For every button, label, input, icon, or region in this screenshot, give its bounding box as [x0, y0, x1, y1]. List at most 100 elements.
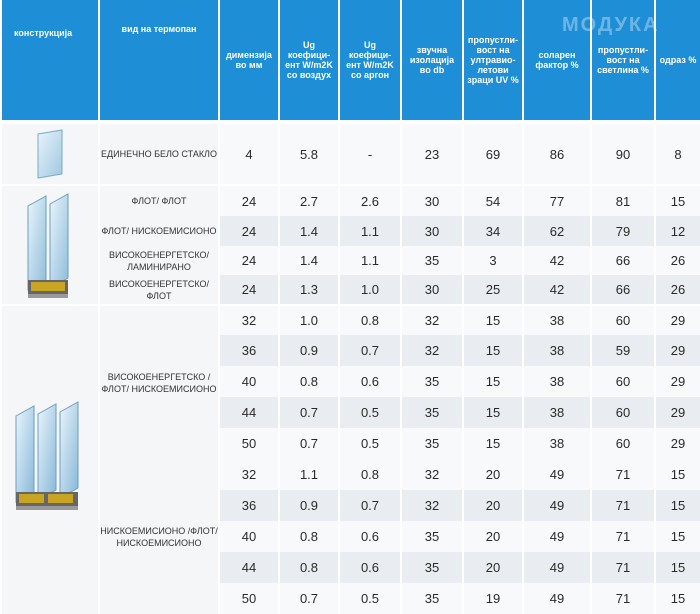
value-cell: 24	[220, 216, 278, 246]
value-cell: 1.0	[340, 275, 400, 304]
value-cell: 71	[592, 552, 654, 583]
value-cell: 59	[592, 335, 654, 366]
value-cell: 20	[464, 459, 522, 490]
value-cell: 77	[524, 184, 590, 216]
value-cell: 0.8	[280, 366, 338, 397]
value-cell: 62	[524, 216, 590, 246]
value-cell: 0.7	[340, 335, 400, 366]
header-uv-transmission: пропустли- вост на ултравио- летови зрац…	[464, 0, 522, 122]
value-cell: 35	[402, 428, 462, 459]
value-cell: 32	[402, 490, 462, 521]
table-row: 50 0.7 0.5 35 15 38 60 29	[2, 428, 700, 459]
table-header-row: конструкција вид на термопан димензија в…	[2, 0, 700, 122]
value-cell: 32	[220, 459, 278, 490]
value-cell: 26	[656, 275, 700, 304]
value-cell: 35	[402, 583, 462, 614]
value-cell: 49	[524, 583, 590, 614]
value-cell: 15	[464, 304, 522, 335]
glazing-type-cell: ВИСОКОЕНЕРГЕТСКО/ ЛАМИНИРАНО	[100, 246, 218, 275]
table-row: 36 0.9 0.7 32 15 38 59 29	[2, 335, 700, 366]
value-cell: 29	[656, 335, 700, 366]
value-cell: 15	[656, 521, 700, 552]
value-cell: 15	[464, 335, 522, 366]
value-cell: 60	[592, 304, 654, 335]
value-cell: 32	[402, 304, 462, 335]
value-cell: 15	[656, 184, 700, 216]
value-cell: 15	[464, 428, 522, 459]
value-cell: 38	[524, 304, 590, 335]
table-row: 40 0.8 0.6 35 20 49 71 15	[2, 521, 700, 552]
value-cell: 30	[402, 275, 462, 304]
value-cell: 15	[656, 459, 700, 490]
value-cell: 1.3	[280, 275, 338, 304]
value-cell: 0.7	[280, 428, 338, 459]
value-cell: 0.5	[340, 428, 400, 459]
value-cell: 40	[220, 366, 278, 397]
value-cell: 1.1	[340, 246, 400, 275]
value-cell: 19	[464, 583, 522, 614]
value-cell: 71	[592, 521, 654, 552]
value-cell: 35	[402, 521, 462, 552]
value-cell: 1.1	[340, 216, 400, 246]
value-cell: 0.5	[340, 397, 400, 428]
value-cell: 36	[220, 490, 278, 521]
value-cell: 2.6	[340, 184, 400, 216]
value-cell: 40	[220, 521, 278, 552]
value-cell: 0.8	[280, 521, 338, 552]
table-row: ВИСОКОЕНЕРГЕТСКО/ ФЛОТ 24 1.3 1.0 30 25 42 66 26	[2, 275, 700, 304]
value-cell: 66	[592, 275, 654, 304]
glazing-type-cell: ВИСОКОЕНЕРГЕТСКО /ФЛОТ/ НИСКОЕМИСИОНО	[100, 304, 218, 459]
value-cell: 15	[656, 490, 700, 521]
glazing-type-cell: ФЛОТ/ НИСКОЕМИСИОНО	[100, 216, 218, 246]
glazing-type-cell: ВИСОКОЕНЕРГЕТСКО/ ФЛОТ	[100, 275, 218, 304]
value-cell: 50	[220, 428, 278, 459]
value-cell: 44	[220, 397, 278, 428]
value-cell: 79	[592, 216, 654, 246]
value-cell: 20	[464, 521, 522, 552]
value-cell: 8	[656, 122, 700, 184]
header-construction: конструкција	[2, 0, 98, 122]
value-cell: 71	[592, 583, 654, 614]
value-cell: 5.8	[280, 122, 338, 184]
value-cell: 15	[656, 583, 700, 614]
value-cell: 42	[524, 275, 590, 304]
value-cell: 4	[220, 122, 278, 184]
value-cell: 36	[220, 335, 278, 366]
header-sound-insulation: звучна изолација во db	[402, 0, 462, 122]
construction-image-cell	[2, 184, 98, 304]
value-cell: 26	[656, 246, 700, 275]
value-cell: 0.7	[280, 583, 338, 614]
value-cell: 42	[524, 246, 590, 275]
table-row: 40 0.8 0.6 35 15 38 60 29	[2, 366, 700, 397]
value-cell: 24	[220, 184, 278, 216]
value-cell: 0.8	[280, 552, 338, 583]
table-row: ФЛОТ/ ФЛОТ 24 2.7 2.6 30 54 77 81 15	[2, 184, 700, 304]
value-cell: 29	[656, 428, 700, 459]
value-cell: 15	[464, 366, 522, 397]
value-cell: 15	[464, 397, 522, 428]
double-glazing-icon	[27, 193, 69, 298]
value-cell: 23	[402, 122, 462, 184]
watermark: МОДУКА	[562, 14, 660, 36]
value-cell: 90	[592, 122, 654, 184]
table-row: ВИСОКОЕНЕРГЕТСКО/ ЛАМИНИРАНО 24 1.4 1.1 35 3 4…	[2, 246, 700, 275]
value-cell: 0.9	[280, 335, 338, 366]
single-glass-pane-icon	[37, 129, 63, 179]
table-row: ФЛОТ/ НИСКОЕМИСИОНО 24 1.4 1.1 30 34 62 79 12	[2, 216, 700, 246]
value-cell: 60	[592, 366, 654, 397]
header-light-transmission: пропустли- вост на светлина %	[592, 0, 654, 122]
table-row: НИСКОЕМИСИОНО /ФЛОТ/ НИСКОЕМИСИОНО 32 1.1 0…	[2, 459, 700, 614]
value-cell: 69	[464, 122, 522, 184]
value-cell: 0.6	[340, 366, 400, 397]
value-cell: 35	[402, 366, 462, 397]
value-cell: 49	[524, 521, 590, 552]
value-cell: 50	[220, 583, 278, 614]
value-cell: 38	[524, 397, 590, 428]
value-cell: 71	[592, 490, 654, 521]
value-cell: 86	[524, 122, 590, 184]
glazing-type-cell: ЕДИНЕЧНО БЕЛО СТАКЛО	[100, 122, 218, 184]
header-reflection: одраз %	[656, 0, 700, 122]
value-cell: 29	[656, 304, 700, 335]
value-cell: 1.0	[280, 304, 338, 335]
construction-image-cell	[2, 304, 98, 614]
